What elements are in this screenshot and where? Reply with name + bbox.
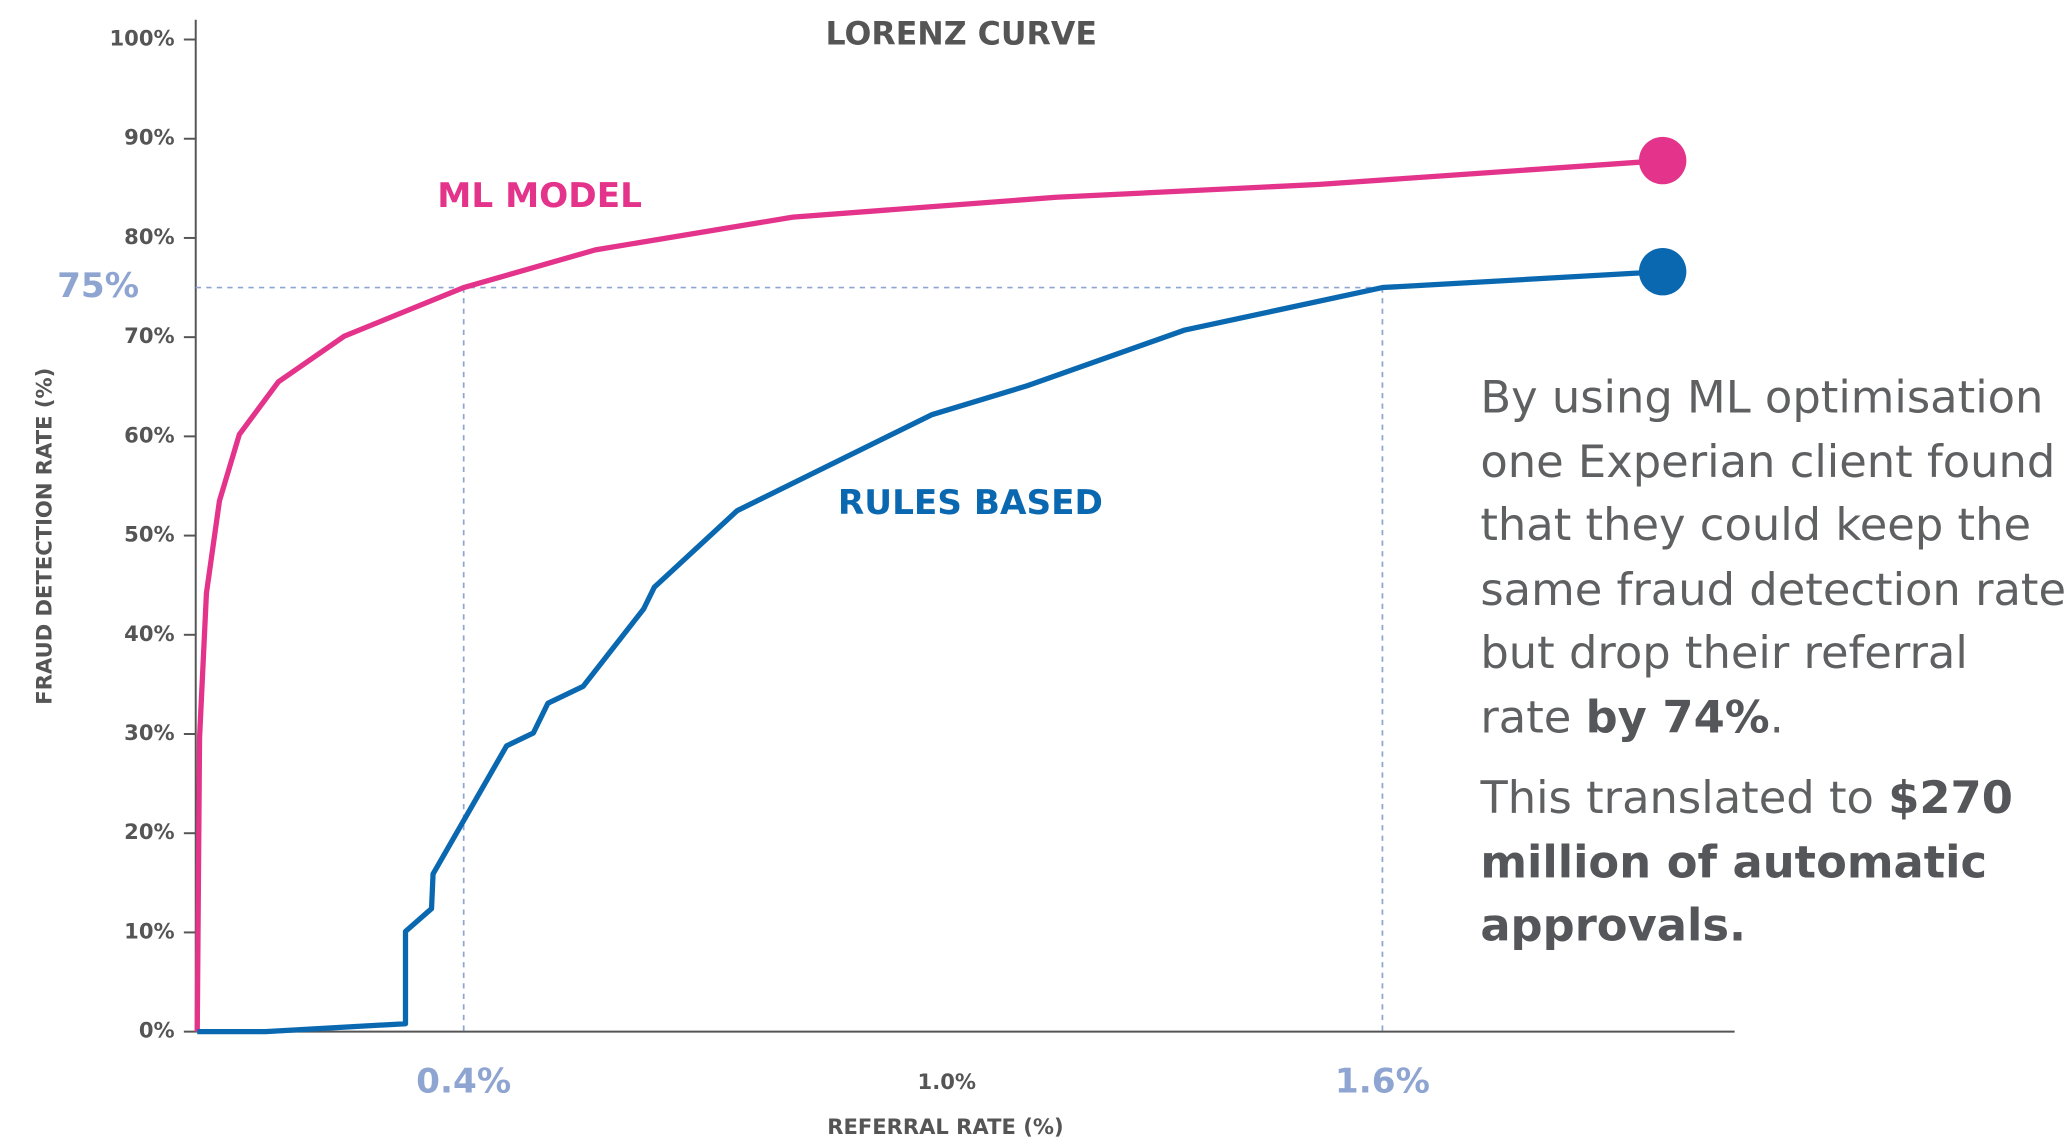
callout-box: By using ML optimisation one Experian cl… [1480, 366, 2068, 958]
y-tick-label: 50% [124, 522, 174, 547]
series-line [194, 157, 1663, 1032]
end-point [1638, 136, 1687, 185]
y-tick-label: 90% [124, 125, 174, 150]
series-label: ML MODEL [437, 176, 642, 216]
callout-text: By using ML optimisation one Experian cl… [1480, 371, 2067, 744]
x-tick-label: 1.6% [1335, 1062, 1430, 1102]
y-axis-label: FRAUD DETECTION RATE (%) [32, 368, 57, 705]
y-tick-label: 70% [124, 323, 174, 348]
callout: By using ML optimisation one Experian cl… [1480, 366, 2068, 958]
series-line [197, 269, 1663, 1035]
chart-title: LORENZ CURVE [825, 17, 1096, 53]
callout-paragraph: By using ML optimisation one Experian cl… [1480, 366, 2068, 749]
series-label: RULES BASED [838, 483, 1103, 523]
end-point [1638, 247, 1687, 296]
reference-label-y: 75% [57, 266, 139, 306]
callout-text: This translated to [1480, 772, 1889, 825]
callout-text: . [1769, 691, 1784, 744]
y-tick-label: 20% [124, 819, 174, 844]
y-tick-label: 10% [124, 918, 174, 943]
x-axis-label: REFERRAL RATE (%) [827, 1114, 1063, 1139]
y-tick-label: 0% [139, 1018, 175, 1043]
y-tick-label: 40% [124, 621, 174, 646]
y-tick-label: 80% [124, 224, 174, 249]
callout-paragraph: This translated to $270 million of autom… [1480, 767, 2068, 959]
callout-emphasis: by 74% [1585, 691, 1770, 744]
x-tick-label: 1.0% [918, 1069, 976, 1094]
y-tick-label: 60% [124, 422, 174, 447]
y-tick-label: 100% [110, 26, 175, 51]
callout-emphasis: $270 million of automatic approvals. [1480, 772, 2013, 953]
x-tick-label: 0.4% [416, 1062, 511, 1102]
y-tick-label: 30% [124, 720, 174, 745]
